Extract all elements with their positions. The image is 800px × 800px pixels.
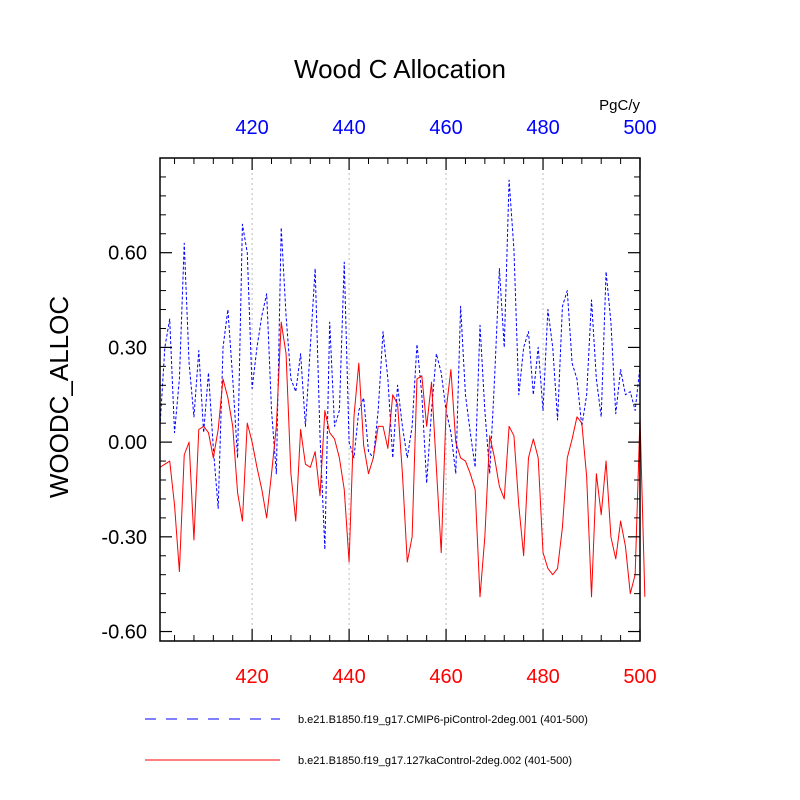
y-tick-label: -0.60 — [101, 622, 147, 644]
y-tick-label: 0.60 — [108, 243, 147, 265]
x-tick-label-bottom: 460 — [429, 666, 462, 688]
legend-label-1: b.e21.B1850.f19_g17.CMIP6-piControl-2deg… — [298, 714, 588, 726]
series-line-1 — [159, 179, 641, 550]
x-tick-label-bottom: 420 — [235, 666, 268, 688]
x-tick-label-top: 420 — [235, 117, 268, 139]
x-tick-label-top: 500 — [623, 117, 656, 139]
series-layer — [159, 179, 646, 598]
axis-ticks — [160, 158, 641, 641]
axis-tick-labels: 420 420 440 440 460 460 480 480 500 500 0.60 0.30 0.… — [101, 117, 656, 688]
x-tick-label-bottom: 500 — [623, 666, 656, 688]
units-label: PgC/y — [599, 97, 640, 114]
series-line-2 — [159, 321, 646, 598]
y-tick-label: 0.00 — [108, 432, 147, 454]
y-axis-title: WOODC_ALLOC — [44, 296, 74, 498]
x-tick-label-top: 480 — [526, 117, 559, 139]
y-tick-label: 0.30 — [108, 337, 147, 359]
chart-title: Wood C Allocation — [294, 54, 506, 84]
y-tick-label: -0.30 — [101, 527, 147, 549]
x-tick-label-top: 460 — [429, 117, 462, 139]
plot-frame — [159, 157, 641, 642]
x-grid — [251, 158, 544, 641]
x-tick-label-bottom: 480 — [526, 666, 559, 688]
x-tick-label-top: 440 — [332, 117, 365, 139]
x-tick-label-bottom: 440 — [332, 666, 365, 688]
legend: b.e21.B1850.f19_g17.CMIP6-piControl-2deg… — [145, 714, 588, 767]
legend-label-2: b.e21.B1850.f19_g17.127kaControl-2deg.00… — [298, 755, 572, 767]
